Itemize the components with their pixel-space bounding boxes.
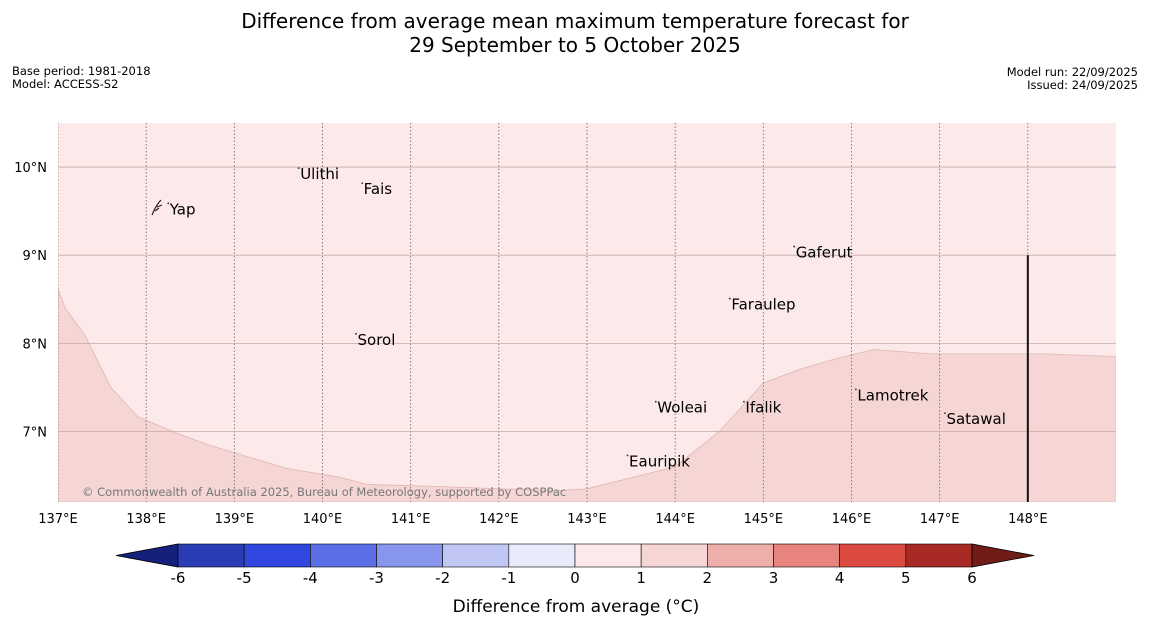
longitude-tick-label: 147°E — [920, 512, 960, 527]
island-marker — [297, 167, 300, 170]
place-label: Ulithi — [300, 165, 339, 183]
colorbar-tick-label: 4 — [835, 569, 845, 587]
longitude-tick-label: 144°E — [655, 512, 695, 527]
longitude-tick-label: 148°E — [1008, 512, 1048, 527]
colorbar-label: Difference from average (°C) — [453, 597, 700, 617]
meta-right: Model run: 22/09/2025 Issued: 24/09/2025 — [1007, 66, 1138, 92]
colorbar-tick-label: 2 — [703, 569, 713, 587]
latitude-tick-label: 8°N — [23, 337, 48, 352]
colorbar-tick-label: -5 — [237, 569, 252, 587]
model-run: Model run: 22/09/2025 — [1006, 65, 1138, 79]
colorbar-bin — [574, 543, 642, 568]
base-period: Base period: 1981-2018 — [12, 64, 151, 78]
longitude-tick-label: 143°E — [567, 512, 607, 527]
longitude-tick-label: 139°E — [215, 512, 255, 527]
chart-title-line-2: 29 September to 5 October 2025 — [409, 33, 741, 57]
place-label: Ifalik — [745, 399, 781, 417]
colorbar-tick-label: -2 — [435, 569, 450, 587]
colorbar-bin — [773, 543, 840, 568]
longitude-tick-label: 141°E — [391, 512, 431, 527]
colorbar-bin — [839, 543, 907, 568]
place-label: Faraulep — [731, 296, 795, 314]
colorbar-bin — [177, 543, 245, 568]
colorbar-tick-label: 1 — [636, 569, 646, 587]
colorbar-bin — [243, 543, 311, 568]
meta-left: Base period: 1981-2018 Model: ACCESS-S2 — [12, 65, 151, 91]
colorbar-bin — [442, 543, 510, 568]
longitude-tick-label: 137°E — [38, 512, 78, 527]
graticule — [58, 123, 1116, 502]
longitude-tick-label: 140°E — [303, 512, 343, 527]
island-marker — [743, 400, 745, 403]
island-marker — [793, 245, 796, 248]
island-marker — [855, 388, 857, 391]
place-label: Sorol — [358, 331, 396, 349]
colorbar-tick-label: -4 — [303, 569, 318, 587]
colorbar-tick-label: -3 — [369, 569, 384, 587]
longitude-tick-label: 142°E — [479, 512, 519, 527]
colorbar-tick-label: 0 — [570, 569, 580, 587]
colorbar-tick-label: -1 — [501, 569, 516, 587]
place-label: Gaferut — [796, 244, 853, 262]
latitude-tick-label: 10°N — [14, 161, 47, 176]
place-label: Fais — [364, 180, 393, 198]
issued-date: Issued: 24/09/2025 — [1027, 78, 1138, 92]
place-label: Eauripik — [629, 452, 690, 470]
island-marker — [355, 332, 357, 335]
colorbar-overflow-arrow — [971, 543, 1035, 568]
place-label: Woleai — [657, 399, 707, 417]
longitude-labels: 137°E 138°E 139°E 140°E 141°E 142°E 143°E 144°E… — [38, 512, 1047, 527]
place-label: Satawal — [946, 410, 1005, 428]
colorbar-underflow-arrow — [115, 543, 179, 568]
latitude-tick-label: 9°N — [23, 249, 48, 264]
model-name: Model: ACCESS-S2 — [12, 77, 119, 91]
chart-title-line-1: Difference from average mean maximum tem… — [241, 9, 909, 33]
colorbar-bin — [376, 543, 443, 568]
latitude-labels: 10°N 9°N 8°N 7°N — [14, 161, 47, 440]
longitude-tick-label: 145°E — [744, 512, 784, 527]
yap-island-outline — [151, 199, 163, 216]
island-marker — [361, 182, 364, 185]
place-label: Lamotrek — [857, 386, 928, 404]
longitude-tick-label: 138°E — [126, 512, 166, 527]
colorbar-tick-label: -6 — [171, 569, 186, 587]
colorbar-tick-label: 5 — [901, 569, 911, 587]
colorbar-bin — [640, 543, 708, 568]
island-marker — [167, 202, 170, 205]
colorbar-tick-label: 6 — [967, 569, 977, 587]
longitude-tick-label: 146°E — [832, 512, 872, 527]
latitude-tick-label: 7°N — [23, 425, 48, 440]
place-label: Yap — [169, 200, 196, 218]
colorbar-bin — [707, 543, 774, 568]
island-marker — [944, 412, 946, 415]
copyright-notice: © Commonwealth of Australia 2025, Bureau… — [82, 485, 566, 499]
island-marker — [626, 454, 629, 457]
place-labels: Yap Ulithi Fais Gaferut Faraulep Sorol Woleai I… — [167, 165, 1006, 470]
colorbar-bin — [310, 543, 377, 568]
island-marker — [728, 297, 731, 300]
colorbar-bin — [905, 543, 973, 568]
island-marker — [654, 400, 657, 403]
colorbar-tick-label: 3 — [769, 569, 779, 587]
colorbar: -6 -5 -4 -3 -2 -1 0 1 2 3 4 5 6 Difference from aver… — [115, 543, 1035, 617]
colorbar-bin — [508, 543, 576, 568]
